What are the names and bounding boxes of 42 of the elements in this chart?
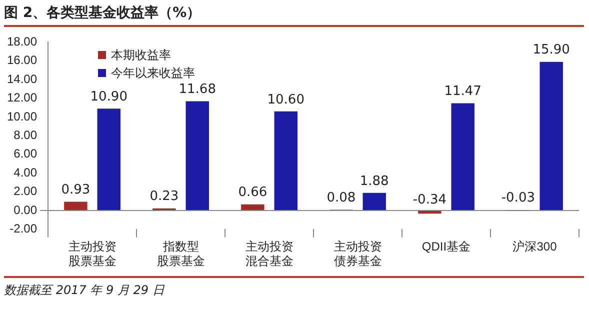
data-label: 10.60 [267, 92, 304, 108]
bar [540, 62, 563, 210]
bar [97, 108, 120, 210]
bar [186, 101, 209, 210]
data-label: 1.88 [360, 174, 389, 189]
y-tick-label: 16.00 [7, 53, 38, 68]
data-label: 11.68 [178, 82, 216, 98]
bar [362, 192, 386, 210]
y-tick-label: 0.00 [14, 202, 38, 217]
y-tick-label: 4.00 [14, 165, 38, 180]
data-label: -0.34 [412, 192, 446, 208]
y-tick-label: 12.00 [7, 90, 38, 105]
x-tick-label: 主动投资股票基金 [68, 240, 116, 268]
y-tick-label: 6.00 [14, 146, 38, 161]
x-tick-label: 指数型股票基金 [156, 240, 205, 268]
bar [274, 111, 298, 210]
x-tick-label: 主动投资混合基金 [245, 240, 294, 268]
data-label: 11.47 [444, 84, 482, 100]
x-tick-label: 主动投资债券基金 [334, 240, 382, 268]
y-tick-label: 14.00 [7, 72, 38, 86]
y-tick-label: 18.00 [7, 34, 38, 49]
chart-title: 图 2、各类型基金收益率（%） [4, 4, 584, 27]
data-label: -0.03 [501, 190, 535, 206]
x-tick-label: 沪深300 [512, 240, 558, 254]
legend-label: 本期收益率 [110, 47, 172, 64]
text: 数据截至 2017 年 9 月 29 日 [4, 282, 166, 299]
data-label: 15.90 [532, 42, 570, 58]
y-tick-label: 10.00 [7, 109, 38, 124]
data-label: 0.08 [326, 190, 356, 206]
data-label: 0.23 [150, 189, 179, 204]
bar [418, 211, 442, 214]
bar [241, 204, 264, 210]
data-label: 0.93 [61, 182, 90, 198]
y-tick-label: 2.00 [14, 184, 38, 198]
y-tick-label: 8.00 [14, 128, 38, 142]
bar [64, 202, 88, 210]
x-tick-label: QDII基金 [422, 240, 471, 254]
y-tick-label: -2.00 [10, 222, 38, 236]
data-label: 0.66 [238, 185, 268, 200]
bar [451, 103, 474, 210]
legend-label: 今年以来收益率 [110, 65, 196, 82]
data-label: 10.90 [90, 89, 128, 104]
